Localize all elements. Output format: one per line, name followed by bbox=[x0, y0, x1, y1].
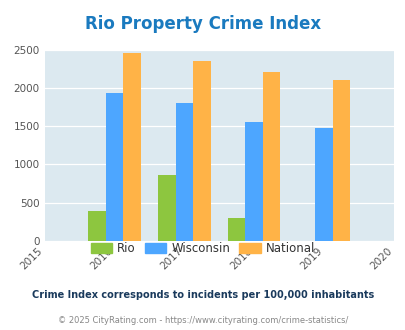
Bar bbox=[228, 218, 245, 241]
Text: Rio Property Crime Index: Rio Property Crime Index bbox=[85, 15, 320, 33]
Text: Crime Index corresponds to incidents per 100,000 inhabitants: Crime Index corresponds to incidents per… bbox=[32, 290, 373, 300]
Legend: Rio, Wisconsin, National: Rio, Wisconsin, National bbox=[86, 237, 319, 260]
Bar bbox=[123, 53, 141, 241]
Bar bbox=[332, 80, 350, 241]
Bar bbox=[245, 122, 262, 241]
Bar bbox=[262, 73, 280, 241]
Bar bbox=[88, 211, 106, 241]
Bar bbox=[158, 175, 175, 241]
Bar bbox=[315, 128, 332, 241]
Text: © 2025 CityRating.com - https://www.cityrating.com/crime-statistics/: © 2025 CityRating.com - https://www.city… bbox=[58, 316, 347, 325]
Bar bbox=[193, 61, 210, 241]
Bar bbox=[106, 93, 123, 241]
Bar bbox=[175, 103, 193, 241]
